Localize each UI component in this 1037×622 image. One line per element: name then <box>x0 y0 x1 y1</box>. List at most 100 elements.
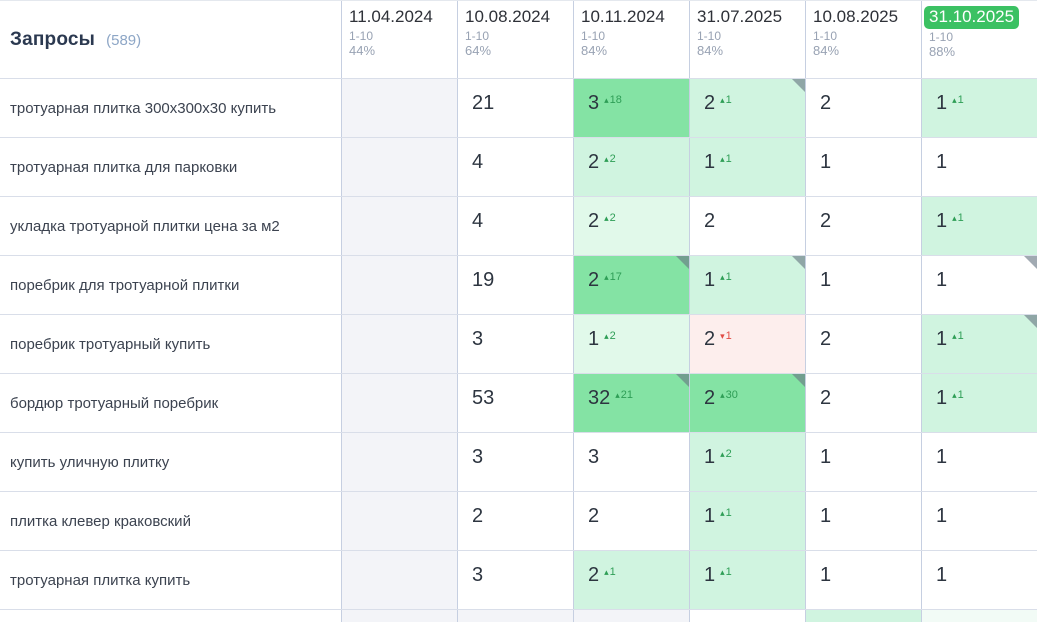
table-row: поребрик тротуарный купить 3 1 ▴2 2 ▾1 2 1 ▴1 <box>0 315 1037 374</box>
position-cell[interactable]: 2 ▴1 <box>689 79 805 137</box>
query-cell[interactable]: укладка тротуарной плитки цена за м2 <box>0 197 341 255</box>
position-cell[interactable]: 1 <box>805 433 921 491</box>
position-cell[interactable]: 2 <box>805 79 921 137</box>
position-cell[interactable]: 4 <box>457 197 573 255</box>
position-cell[interactable]: 1 ▴1 <box>689 138 805 196</box>
column-position-range: 1-10 <box>349 29 374 43</box>
position-value: 2 <box>820 387 832 409</box>
position-value: 1 <box>704 151 716 173</box>
date-column-header[interactable]: 10.11.2024 1-10 84% <box>573 1 689 78</box>
position-cell[interactable] <box>341 492 457 550</box>
position-cell[interactable] <box>573 610 689 622</box>
change-up-indicator: ▴30 <box>720 389 738 401</box>
position-value: 3 <box>472 564 484 586</box>
position-cell[interactable] <box>341 79 457 137</box>
query-cell[interactable]: тротуарная плитка 300х300х30 купить <box>0 79 341 137</box>
position-cell[interactable] <box>341 138 457 196</box>
position-cell[interactable]: 21 <box>457 79 573 137</box>
position-cell[interactable]: 2 ▴17 <box>573 256 689 314</box>
position-cell[interactable] <box>341 256 457 314</box>
position-cell[interactable]: 2 <box>805 374 921 432</box>
position-cell[interactable]: 2 ▴2 <box>573 197 689 255</box>
table-row: бордюр тротуарный поребрик 53 32 ▴21 2 ▴30 2 1 ▴… <box>0 374 1037 433</box>
query-cell[interactable]: поребрик для тротуарной плитки <box>0 256 341 314</box>
position-cell[interactable]: 2 ▴1 <box>573 551 689 609</box>
up-arrow-icon: ▴ <box>952 331 957 341</box>
position-cell[interactable]: 19 <box>457 256 573 314</box>
position-cell[interactable]: 1 ▴1 <box>689 492 805 550</box>
position-cell[interactable]: 1 ▴1 <box>921 374 1037 432</box>
position-cell[interactable] <box>341 551 457 609</box>
position-cell[interactable]: 1 ▴1 <box>921 315 1037 373</box>
date-column-header[interactable]: 31.10.2025 1-10 88% <box>921 1 1037 78</box>
position-value: 19 <box>472 269 495 291</box>
position-cell[interactable]: 1 ▴1 <box>921 79 1037 137</box>
position-cell[interactable]: 1 <box>805 138 921 196</box>
position-cell[interactable]: 1 <box>921 138 1037 196</box>
change-up-indicator: ▴1 <box>952 212 964 224</box>
query-cell[interactable]: плитка клевер краковский <box>0 492 341 550</box>
query-cell[interactable]: тротуарная плитка для парковки <box>0 138 341 196</box>
position-value: 1 <box>936 564 948 586</box>
position-cell[interactable] <box>457 610 573 622</box>
position-cell[interactable]: 1 <box>921 551 1037 609</box>
query-cell[interactable]: поребрик тротуарный купить <box>0 315 341 373</box>
position-cell[interactable] <box>341 374 457 432</box>
position-cell[interactable] <box>689 610 805 622</box>
position-cell[interactable]: 3 <box>457 433 573 491</box>
position-cell[interactable]: 32 ▴21 <box>573 374 689 432</box>
date-column-header[interactable]: 10.08.2024 1-10 64% <box>457 1 573 78</box>
position-cell[interactable]: 1 ▴1 <box>921 197 1037 255</box>
position-cell[interactable]: 2 ▴2 <box>573 138 689 196</box>
queries-header-cell: Запросы (589) <box>0 1 341 78</box>
corner-note-marker <box>1024 315 1037 328</box>
query-cell[interactable] <box>0 610 341 622</box>
position-cell[interactable]: 1 ▴2 <box>689 433 805 491</box>
position-cell[interactable]: 3 <box>573 433 689 491</box>
query-cell[interactable]: бордюр тротуарный поребрик <box>0 374 341 432</box>
corner-note-marker <box>676 374 689 387</box>
position-cell[interactable]: 1 ▴1 <box>689 551 805 609</box>
position-value: 1 <box>704 446 716 468</box>
position-cell[interactable]: 4 <box>457 138 573 196</box>
date-column-header[interactable]: 10.08.2025 1-10 84% <box>805 1 921 78</box>
position-cell[interactable]: 2 <box>457 492 573 550</box>
up-arrow-icon: ▴ <box>952 213 957 223</box>
position-cell[interactable]: 1 ▴1 <box>689 256 805 314</box>
change-up-indicator: ▴2 <box>604 330 616 342</box>
query-text: укладка тротуарной плитки цена за м2 <box>10 217 280 235</box>
position-cell[interactable]: 2 <box>573 492 689 550</box>
position-cell[interactable]: 2 <box>689 197 805 255</box>
column-date: 10.08.2024 <box>465 7 551 26</box>
position-cell[interactable]: 3 <box>457 315 573 373</box>
query-cell[interactable]: тротуарная плитка купить <box>0 551 341 609</box>
position-cell[interactable] <box>341 197 457 255</box>
position-cell[interactable]: 2 <box>805 315 921 373</box>
position-cell[interactable]: 1 <box>921 256 1037 314</box>
date-column-header[interactable]: 31.07.2025 1-10 84% <box>689 1 805 78</box>
position-cell[interactable]: 1 <box>805 256 921 314</box>
position-cell[interactable]: 3 ▴18 <box>573 79 689 137</box>
position-cell[interactable]: 2 ▴30 <box>689 374 805 432</box>
position-cell[interactable] <box>341 433 457 491</box>
date-column-header[interactable]: 11.04.2024 1-10 44% <box>341 1 457 78</box>
position-cell[interactable]: 1 ▴2 <box>573 315 689 373</box>
position-cell[interactable]: 1 <box>805 492 921 550</box>
position-cell[interactable]: 2 <box>805 197 921 255</box>
column-date: 31.10.2025 <box>924 6 1033 29</box>
position-cell[interactable] <box>805 610 921 622</box>
position-value: 1 <box>820 564 832 586</box>
position-cell[interactable] <box>921 610 1037 622</box>
position-cell[interactable]: 3 <box>457 551 573 609</box>
position-cell[interactable]: 2 ▾1 <box>689 315 805 373</box>
position-cell[interactable] <box>341 315 457 373</box>
column-date: 11.04.2024 <box>349 7 433 26</box>
corner-note-marker <box>792 256 805 269</box>
position-cell[interactable]: 53 <box>457 374 573 432</box>
position-cell[interactable]: 1 <box>921 433 1037 491</box>
position-cell[interactable] <box>341 610 457 622</box>
query-cell[interactable]: купить уличную плитку <box>0 433 341 491</box>
position-cell[interactable]: 1 <box>805 551 921 609</box>
position-cell[interactable]: 1 <box>921 492 1037 550</box>
change-up-indicator: ▴1 <box>952 389 964 401</box>
